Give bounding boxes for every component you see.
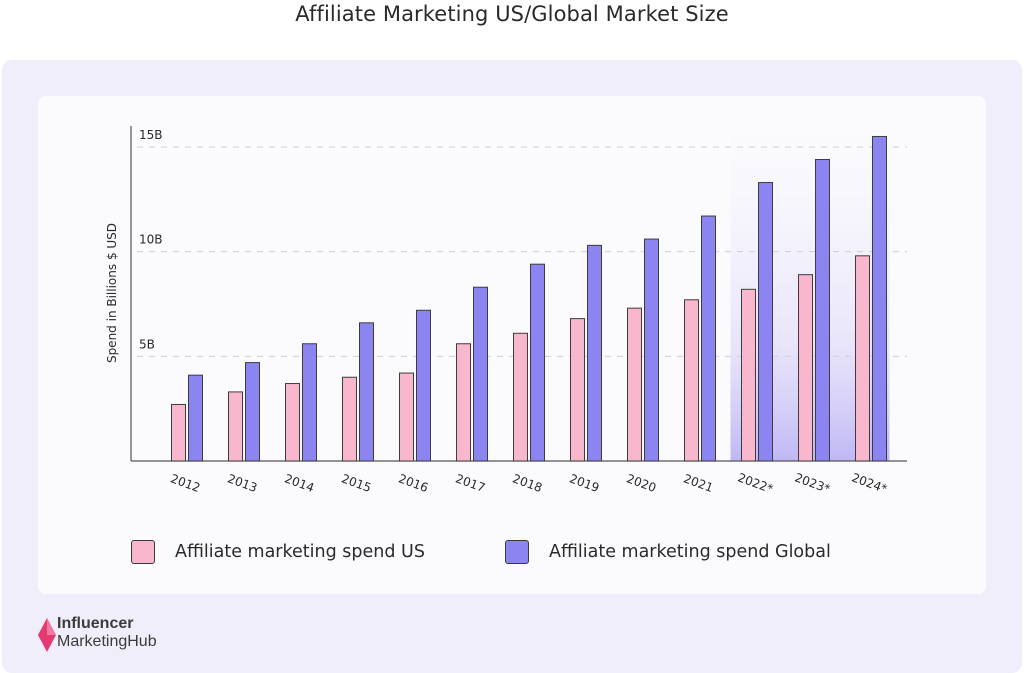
brand-name-line1: Influencer	[57, 615, 134, 632]
y-axis-label: Spend in Billions $ USD	[105, 223, 119, 363]
legend-label-global: Affiliate marketing spend Global	[549, 542, 831, 562]
bar-global	[302, 343, 317, 462]
bar-us	[684, 299, 699, 462]
bar-us	[513, 332, 528, 462]
bar-us	[399, 372, 414, 462]
x-tick-label: 2022*	[736, 470, 775, 496]
bar-global	[758, 182, 773, 462]
x-tick-label: 2023*	[793, 470, 832, 496]
bar-global	[188, 374, 203, 462]
legend-swatch-us	[131, 540, 155, 564]
bar-us	[228, 391, 243, 462]
bar-us	[171, 403, 186, 462]
legend-item-global: Affiliate marketing spend Global	[505, 537, 831, 567]
bar-global	[872, 135, 887, 462]
bar-us	[570, 318, 585, 462]
bar-us	[741, 288, 756, 462]
legend-label-us: Affiliate marketing spend US	[175, 542, 425, 562]
bar-us	[285, 383, 300, 462]
x-tick-label: 2017	[454, 471, 487, 495]
bar-global	[587, 244, 602, 462]
x-tick-label: 2021	[682, 471, 715, 495]
y-tick-label: 15B	[139, 128, 163, 142]
brand-name-line2: MarketingHub	[57, 633, 157, 650]
x-tick-label: 2024*	[850, 470, 889, 496]
x-tick-label: 2015	[340, 471, 373, 495]
brand-diamond-icon	[38, 618, 56, 652]
x-tick-label: 2019	[568, 471, 601, 495]
page-title: Affiliate Marketing US/Global Market Siz…	[295, 2, 729, 26]
y-tick-label: 5B	[139, 337, 155, 351]
x-tick-label: 2013	[226, 471, 259, 495]
bar-global	[644, 238, 659, 462]
legend-item-us: Affiliate marketing spend US	[131, 537, 425, 567]
x-tick-label: 2016	[397, 471, 430, 495]
bar-global	[701, 215, 716, 462]
bar-us	[798, 274, 813, 462]
x-tick-label: 2014	[283, 471, 316, 495]
x-tick-label: 2012	[169, 471, 202, 495]
x-tick-label: 2020	[625, 471, 658, 495]
y-tick-label: 10B	[139, 233, 163, 247]
bar-us	[627, 307, 642, 462]
bar-global	[473, 286, 488, 462]
bar-global	[245, 362, 260, 462]
bar-global	[416, 309, 431, 462]
bar-global	[815, 159, 830, 462]
bar-us	[342, 376, 357, 462]
bar-global	[359, 322, 374, 462]
bar-us	[855, 255, 870, 462]
bar-us	[456, 343, 471, 462]
x-tick-label: 2018	[511, 471, 544, 495]
bar-global	[530, 263, 545, 462]
legend-swatch-global	[505, 540, 529, 564]
brand-logo: Influencer MarketingHub	[38, 614, 208, 654]
